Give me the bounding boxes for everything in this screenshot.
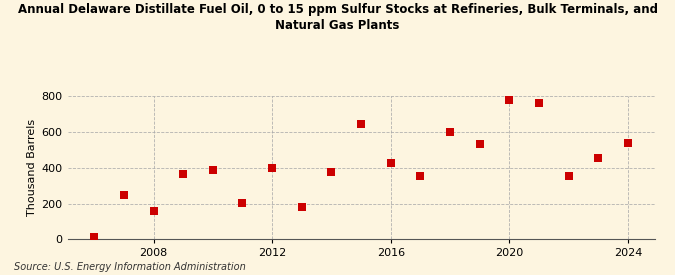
Point [89, 235, 100, 240]
Point [385, 161, 396, 166]
Point [622, 141, 633, 145]
Point [148, 208, 159, 213]
Text: Annual Delaware Distillate Fuel Oil, 0 to 15 ppm Sulfur Stocks at Refineries, Bu: Annual Delaware Distillate Fuel Oil, 0 t… [18, 3, 657, 32]
Point [178, 172, 188, 176]
Point [534, 101, 545, 106]
Point [267, 166, 277, 170]
Point [415, 174, 426, 178]
Point [237, 200, 248, 205]
Point [326, 170, 337, 174]
Point [593, 156, 604, 160]
Point [356, 122, 367, 126]
Point [118, 193, 129, 197]
Point [475, 141, 485, 146]
Point [564, 174, 574, 178]
Text: Source: U.S. Energy Information Administration: Source: U.S. Energy Information Administ… [14, 262, 245, 272]
Point [296, 205, 307, 209]
Y-axis label: Thousand Barrels: Thousand Barrels [28, 119, 37, 216]
Point [445, 130, 456, 134]
Point [504, 98, 515, 102]
Point [207, 168, 218, 173]
